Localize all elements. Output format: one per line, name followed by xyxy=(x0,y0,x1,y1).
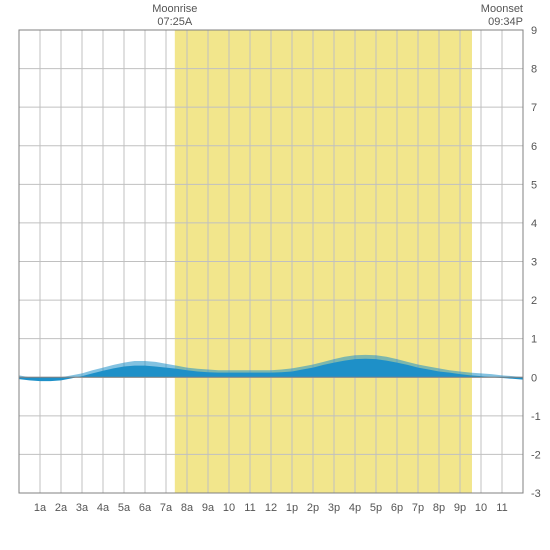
x-tick-label: 3a xyxy=(76,502,89,514)
y-tick-label: 3 xyxy=(531,257,537,269)
moonrise-time: 07:25A xyxy=(157,16,193,28)
moonset-label: Moonset xyxy=(481,3,523,15)
x-tick-label: 4a xyxy=(97,502,110,514)
x-tick-label: 5p xyxy=(370,502,382,514)
y-tick-label: -3 xyxy=(531,488,541,500)
x-tick-label: 11 xyxy=(244,502,255,514)
x-tick-label: 10 xyxy=(223,502,235,514)
y-tick-label: 1 xyxy=(531,334,537,346)
x-tick-label: 2a xyxy=(55,502,68,514)
x-tick-label: 6a xyxy=(139,502,152,514)
x-tick-label: 1a xyxy=(34,502,47,514)
moonrise-label: Moonrise xyxy=(152,3,197,15)
y-tick-label: 9 xyxy=(531,25,537,37)
y-tick-label: 2 xyxy=(531,295,537,307)
y-tick-label: 0 xyxy=(531,372,537,384)
x-tick-label: 2p xyxy=(307,502,319,514)
x-tick-label: 5a xyxy=(118,502,131,514)
x-tick-label: 8a xyxy=(181,502,194,514)
x-tick-label: 4p xyxy=(349,502,361,514)
x-tick-label: 7p xyxy=(412,502,424,514)
x-tick-label: 10 xyxy=(475,502,487,514)
y-tick-label: 7 xyxy=(531,102,537,114)
y-tick-label: -1 xyxy=(531,411,541,423)
y-tick-label: 4 xyxy=(531,218,537,230)
tide-chart: 1a2a3a4a5a6a7a8a9a1011121p2p3p4p5p6p7p8p… xyxy=(0,0,550,550)
x-tick-label: 8p xyxy=(433,502,445,514)
x-tick-label: 9a xyxy=(202,502,215,514)
y-tick-label: 5 xyxy=(531,179,537,191)
x-tick-label: 12 xyxy=(265,502,277,514)
x-tick-label: 1p xyxy=(286,502,298,514)
y-tick-label: 8 xyxy=(531,64,537,76)
y-tick-label: 6 xyxy=(531,141,537,153)
x-tick-label: 11 xyxy=(496,502,507,514)
x-tick-label: 3p xyxy=(328,502,340,514)
x-tick-label: 6p xyxy=(391,502,403,514)
y-tick-label: -2 xyxy=(531,449,541,461)
moonset-time: 09:34P xyxy=(488,16,523,28)
x-tick-label: 9p xyxy=(454,502,466,514)
x-tick-labels: 1a 2a 3a 4a 5a 6a 7a 8a 9a 10 11 12 1p 2p 3p 4p 5p 6p 7p 8p… xyxy=(34,502,508,514)
y-tick-labels: -3 -2 -1 0 1 2 3 4 5 6 7 8 9 xyxy=(531,25,541,500)
x-tick-label: 7a xyxy=(160,502,173,514)
